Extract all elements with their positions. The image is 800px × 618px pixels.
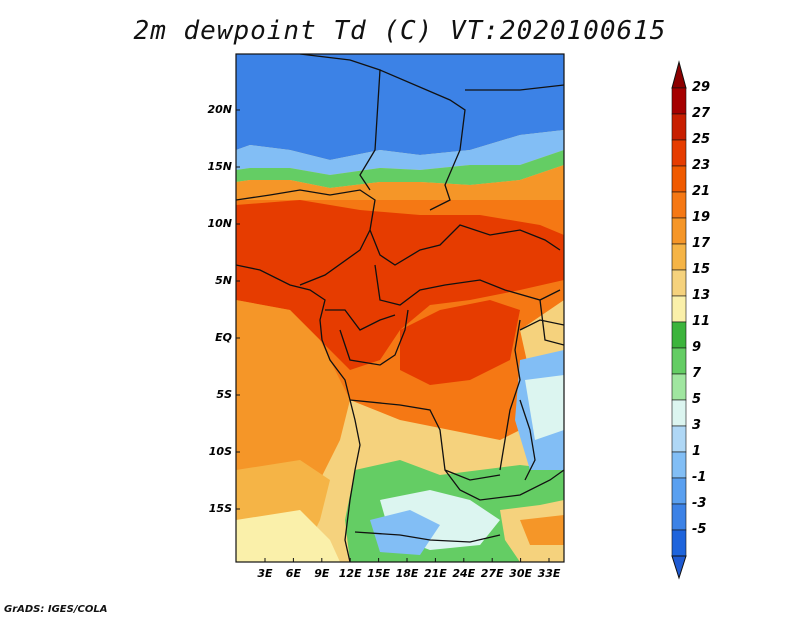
colorbar-segment: [671, 139, 687, 167]
colorbar-segment: [671, 399, 687, 427]
lat-label: EQ: [215, 331, 232, 344]
lat-label: 10S: [208, 445, 232, 458]
lat-label: 15S: [208, 502, 232, 515]
lat-label: 5S: [216, 388, 232, 401]
lon-label: 6E: [285, 567, 301, 580]
colorbar-label: -1: [692, 470, 707, 485]
colorbar-segment: [671, 425, 687, 453]
colorbar-label: 7: [692, 366, 702, 381]
colorbar-label: 5: [692, 392, 702, 407]
axis-ticks: [236, 109, 550, 562]
lon-label: 12E: [338, 567, 362, 580]
colorbar-segment: [671, 477, 687, 505]
dewpoint-field: [236, 54, 564, 562]
colorbar-segment: [671, 295, 687, 323]
colorbar-label: 19: [692, 210, 711, 225]
colorbar-segment: [671, 321, 687, 349]
lon-label: 9E: [314, 567, 330, 580]
lat-label: 15N: [207, 160, 232, 173]
colorbar-label: 25: [692, 132, 711, 147]
lat-label: 20N: [207, 103, 232, 116]
colorbar-label: 11: [692, 314, 711, 329]
colorbar-label: 17: [692, 236, 711, 251]
colorbar-label: 3: [692, 418, 702, 433]
colorbar-segment: [671, 191, 687, 219]
lon-label: 18E: [395, 567, 419, 580]
colorbar-top-arrow: [671, 60, 687, 89]
lon-label: 30E: [509, 567, 532, 580]
colorbar-label: 1: [692, 444, 702, 459]
footer-credit: GrADS: IGES/COLA: [4, 604, 108, 615]
lon-label: 21E: [423, 567, 447, 580]
map-frame: [235, 53, 565, 563]
lat-label: 10N: [207, 217, 232, 230]
colorbar-label: 15: [692, 262, 711, 277]
colorbar-label: 23: [692, 158, 711, 173]
colorbar-segment: [671, 165, 687, 193]
country-borders: [236, 54, 564, 562]
colorbar-label: -5: [692, 522, 707, 537]
chart-title: 2m dewpoint Td (C) VT:2020100615: [133, 16, 667, 46]
colorbar-label: 29: [692, 80, 711, 95]
colorbar-segment: [671, 217, 687, 245]
colorbar-label: 27: [692, 106, 711, 121]
colorbar-segment: [671, 373, 687, 401]
colorbar-segment: [671, 243, 687, 271]
colorbar-label: -3: [692, 496, 707, 511]
lon-label: 33E: [537, 567, 561, 580]
lon-label: 27E: [480, 567, 504, 580]
colorbar-segment: [671, 269, 687, 297]
lon-label: 3E: [257, 567, 273, 580]
colorbar-segment: [671, 503, 687, 531]
colorbar-label: 13: [692, 288, 711, 303]
colorbar-segment: [671, 451, 687, 479]
colorbar-segment: [671, 347, 687, 375]
colorbar-bottom-arrow: [671, 555, 687, 580]
colorbar-label: 21: [692, 184, 711, 199]
lon-label: 24E: [452, 567, 476, 580]
colorbar-segment: [671, 113, 687, 141]
colorbar-segment: [671, 529, 687, 557]
colorbar-label: 9: [692, 340, 702, 355]
colorbar-segment: [671, 87, 687, 115]
lon-label: 15E: [367, 567, 390, 580]
lat-label: 5N: [215, 274, 232, 287]
